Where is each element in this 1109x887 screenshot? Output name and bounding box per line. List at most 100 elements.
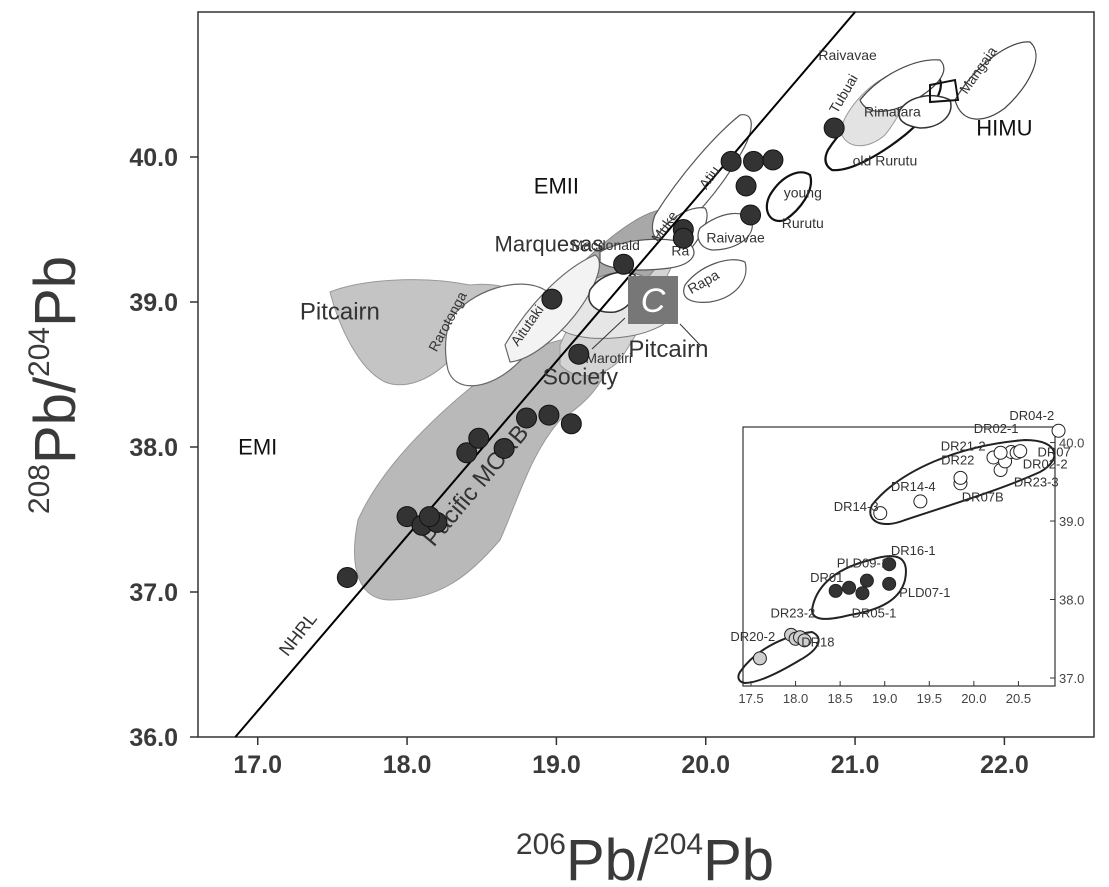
main-end-member-labels: EMII EMI HIMU: [238, 115, 1032, 459]
x-tick-label: 21.0: [831, 751, 880, 779]
field-label: Pitcairn: [628, 336, 708, 363]
inset-x-tick-label: 17.5: [738, 691, 763, 706]
inset-point-label: DR01: [810, 570, 843, 585]
field-label: Raivavae: [706, 230, 765, 246]
data-point: [735, 175, 757, 197]
inset-data-point: [913, 494, 928, 509]
inset-point-label: DR23-2: [770, 606, 815, 621]
inset-x-tick-label: 18.0: [783, 691, 808, 706]
data-point: [613, 253, 635, 275]
inset-y-axis: 37.0 38.0 39.0 40.0: [1050, 436, 1084, 686]
field-label: Pitcairn: [300, 298, 380, 325]
inset-data-point: [1013, 444, 1028, 459]
callout-box: C: [591, 276, 701, 350]
inset-y-tick-label: 39.0: [1059, 514, 1084, 529]
raivavae-lower-field: [697, 212, 753, 251]
data-point: [568, 343, 590, 365]
data-point: [468, 427, 490, 449]
data-point: [538, 404, 560, 426]
rapa-field: [683, 259, 747, 303]
data-point: [823, 117, 845, 139]
data-point: [762, 149, 784, 171]
inset-group-middle: [810, 555, 907, 620]
raivavae-upper-field: [859, 59, 945, 112]
main-x-axis: 17.0 18.0 19.0 20.0 21.0 22.0: [233, 737, 1029, 779]
inset-x-tick-label: 19.5: [917, 691, 942, 706]
mangaia-field: [954, 41, 1037, 120]
himu-bracket: [929, 78, 960, 104]
y-tick-label: 39.0: [129, 289, 178, 317]
data-point: [720, 150, 742, 172]
field-label: Raivavae: [818, 47, 877, 63]
data-point: [456, 442, 478, 464]
inset-data-point: [882, 557, 897, 572]
field-label: old Rurutu: [853, 153, 918, 169]
young-rurutu-field: [765, 171, 813, 223]
inset-data-point: [859, 573, 874, 588]
y-tick-label: 38.0: [129, 434, 178, 462]
main-y-axis: 36.0 37.0 38.0 39.0 40.0: [129, 144, 198, 752]
inset-point-label: DR04-2: [1009, 408, 1054, 423]
inset-point-label: DR21-2: [941, 438, 986, 453]
end-member-label: HIMU: [976, 115, 1032, 140]
data-point: [672, 227, 694, 249]
data-point: [560, 413, 582, 435]
field-label: young: [784, 185, 822, 201]
x-tick-label: 22.0: [980, 751, 1029, 779]
inset-data-point: [752, 651, 767, 666]
inset-point-label: PLD09-1: [837, 555, 888, 570]
field-label: Marquesas: [495, 231, 604, 256]
y-tick-label: 37.0: [129, 579, 178, 607]
main-data-points: [336, 117, 845, 588]
end-member-label: EMI: [238, 434, 277, 459]
x-tick-label: 19.0: [532, 751, 581, 779]
inset-point-label: DR02-2: [1023, 456, 1068, 471]
end-member-label: EMII: [534, 173, 579, 198]
y-axis-title: 208Pb/204Pb: [23, 256, 88, 514]
inset-x-axis: 17.5 18.0 18.5 19.0 19.5 20.0 20.5: [738, 681, 1031, 706]
field-label: Rurutu: [782, 215, 824, 231]
inset-point-label: DR14-4: [891, 479, 936, 494]
inset-chart: 17.5 18.0 18.5 19.0 19.5 20.0 20.5 37.0 38.0 39.…: [730, 408, 1084, 706]
inset-point-label: DR18: [801, 635, 834, 650]
inset-x-tick-label: 18.5: [827, 691, 852, 706]
inset-point-label: DR20-2: [730, 629, 775, 644]
inset-point-label: DR05-1: [852, 606, 897, 621]
inset-data-point: [882, 576, 897, 591]
inset-point-label: DR23-3: [1014, 474, 1059, 489]
main-plot-frame: [197, 11, 1095, 738]
callout-label: C: [641, 282, 666, 320]
rarotonga-field: [444, 283, 551, 387]
data-point: [541, 288, 563, 310]
data-point: [493, 437, 515, 459]
data-point: [740, 204, 762, 226]
field-label: Rimatara: [864, 103, 921, 119]
inset-x-tick-label: 20.5: [1006, 691, 1031, 706]
rimatara-field: [898, 94, 952, 129]
inset-data-point: [873, 506, 888, 521]
y-tick-label: 40.0: [129, 144, 178, 172]
x-tick-label: 20.0: [681, 751, 730, 779]
nhrl-label: NHRL: [275, 609, 321, 660]
inset-data-point: [797, 633, 812, 648]
field-label: Marotiri: [585, 350, 632, 366]
inset-point-label: DR07B: [962, 489, 1004, 504]
data-point: [336, 567, 358, 588]
inset-y-tick-label: 37.0: [1059, 671, 1084, 686]
field-label: Macdonald: [571, 237, 640, 253]
inset-x-tick-label: 19.0: [872, 691, 897, 706]
inset-data-point: [1051, 423, 1066, 438]
inset-point-label: DR16-1: [891, 543, 936, 558]
inset-data-point: [855, 586, 870, 601]
inset-data-point: [953, 470, 968, 485]
inset-group-upper: [869, 438, 1056, 525]
inset-data-point: [828, 583, 843, 598]
x-axis-title: 206Pb/204Pb: [516, 828, 774, 887]
data-point: [743, 150, 765, 172]
inset-y-tick-label: 38.0: [1059, 593, 1084, 608]
inset-point-label: DR02-1: [974, 421, 1019, 436]
x-tick-label: 17.0: [233, 751, 282, 779]
inset-y-tick-label: 40.0: [1059, 436, 1084, 451]
inset-x-tick-label: 20.0: [961, 691, 986, 706]
